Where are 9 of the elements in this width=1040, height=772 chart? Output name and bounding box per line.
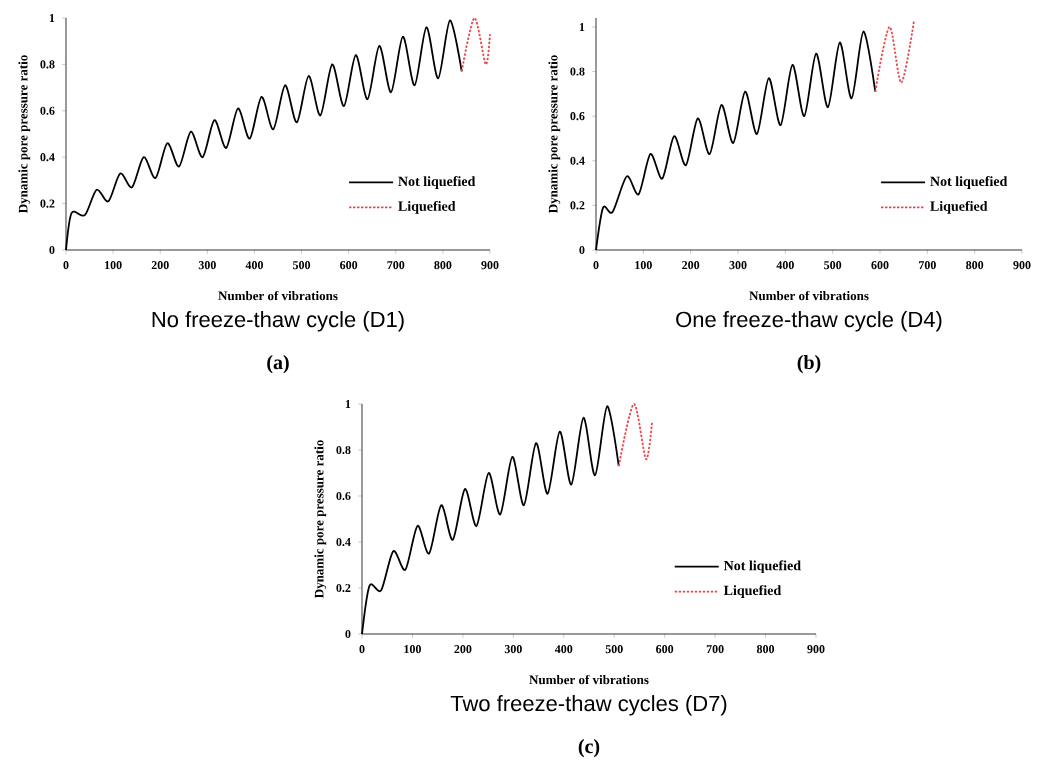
text: Two freeze-thaw cycles (D7) bbox=[450, 695, 727, 716]
line-series bbox=[460, 17, 491, 73]
text: (b) bbox=[797, 355, 821, 374]
text: (a) bbox=[267, 355, 289, 374]
text: No freeze-thaw cycle (D1) bbox=[152, 311, 404, 332]
text: One freeze-thaw cycle (D4) bbox=[676, 311, 942, 332]
text: (c) bbox=[578, 739, 600, 758]
line-series bbox=[617, 403, 653, 467]
line-series bbox=[874, 19, 915, 93]
